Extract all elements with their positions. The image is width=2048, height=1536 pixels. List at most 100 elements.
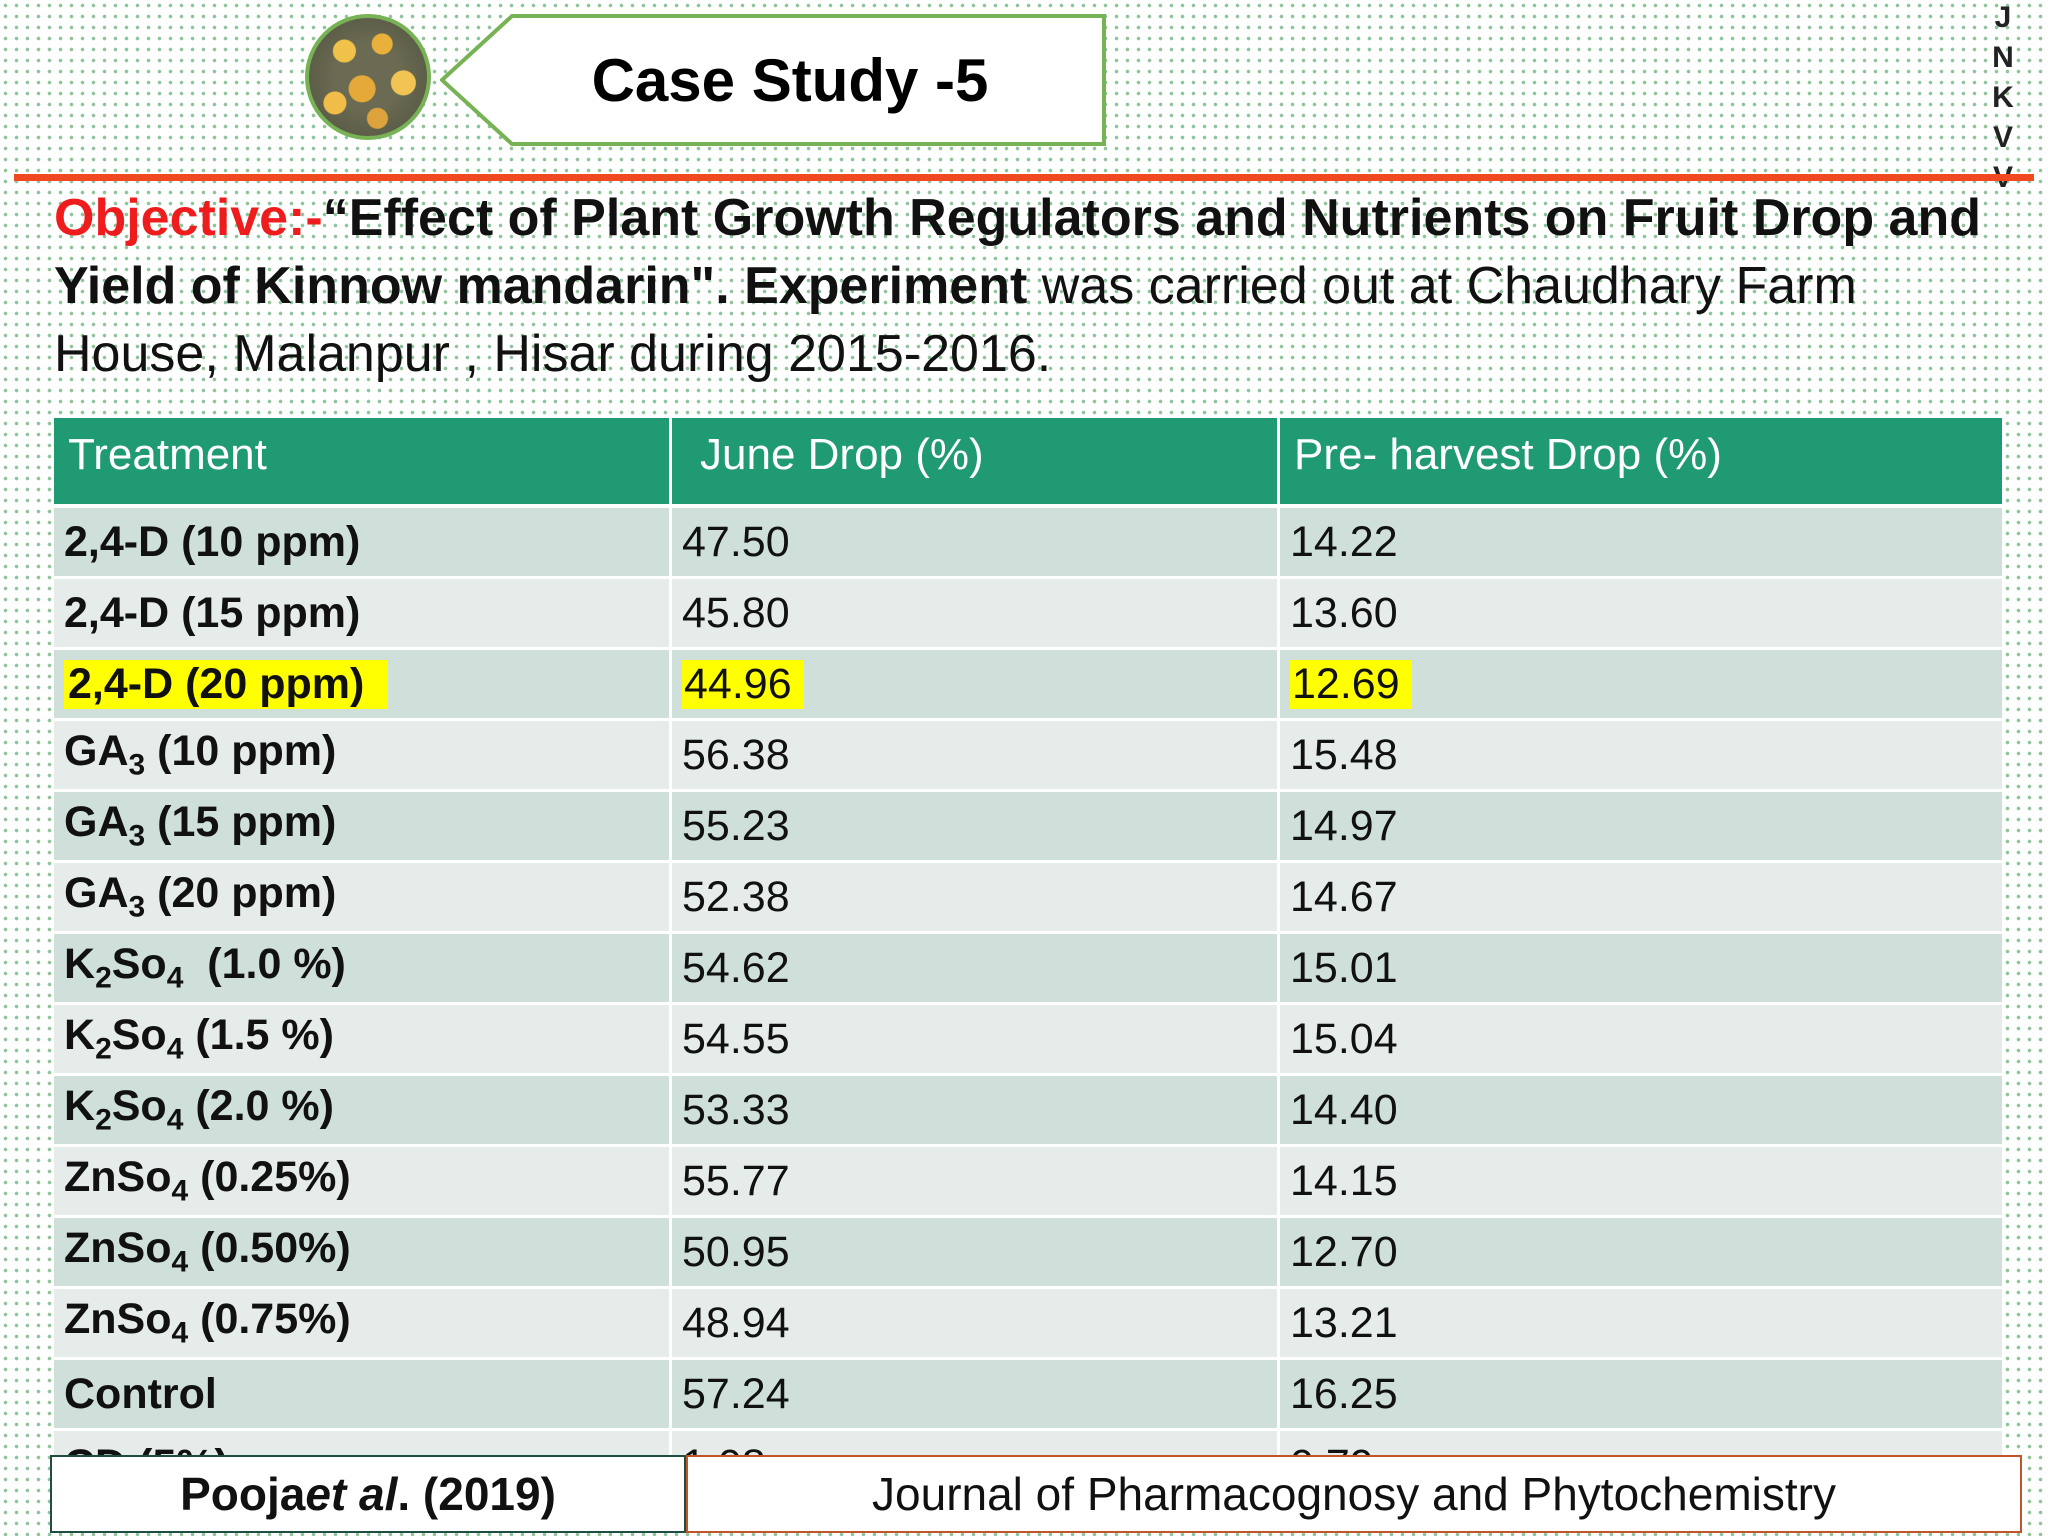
pre-harvest-drop-cell-value: 16.25	[1290, 1369, 1398, 1418]
pre-harvest-drop-cell: 15.01	[1280, 934, 2002, 1002]
treatment-name: 2,4-D (15 ppm)	[64, 588, 361, 637]
treatment-label: 2,4-D (20 ppm)	[64, 659, 389, 709]
citation-footer: Pooja et al. (2019) Journal of Pharmacog…	[50, 1455, 2022, 1533]
pre-harvest-drop-cell-value: 13.21	[1290, 1298, 1398, 1347]
table-row: K2So4 (2.0 %) 53.33 14.40	[54, 1076, 2002, 1147]
treatment-name: ZnSo	[64, 1224, 172, 1273]
june-drop-cell: 55.23	[672, 792, 1280, 860]
treatment-name: GA	[64, 798, 129, 847]
vertical-letter: K	[1992, 81, 2014, 114]
treatment-dose: (15 ppm)	[145, 798, 337, 847]
column-header-pre-harvest-drop: Pre- harvest Drop (%)	[1294, 430, 1722, 479]
pre-harvest-drop-cell: 13.21	[1280, 1289, 2002, 1357]
table-body: 2,4-D (10 ppm) 47.50 14.22 2,4-D (15 ppm) 45…	[54, 508, 2002, 1502]
treatment-label: GA3 (15 ppm)	[64, 798, 336, 854]
treatment-label: K2So4 (2.0 %)	[64, 1082, 334, 1138]
objective-label: Objective:-	[54, 189, 323, 247]
treatment-cell: Control	[54, 1360, 672, 1428]
table-row: ZnSo4 (0.75%) 48.94 13.21	[54, 1289, 2002, 1360]
pre-harvest-drop-cell: 14.22	[1280, 508, 2002, 576]
treatment-name-part: So	[111, 1082, 167, 1131]
pre-harvest-drop-cell-value: 13.60	[1290, 588, 1398, 637]
pre-harvest-drop-cell-value: 14.22	[1290, 517, 1398, 566]
pre-harvest-drop-cell-value: 14.97	[1290, 801, 1398, 850]
june-drop-cell: 56.38	[672, 721, 1280, 789]
june-drop-cell: 45.80	[672, 579, 1280, 647]
treatment-name: 2,4-D (20 ppm)	[66, 659, 377, 708]
pre-harvest-drop-cell-value: 12.69	[1290, 659, 1412, 709]
treatment-label: 2,4-D (15 ppm)	[64, 589, 360, 638]
june-drop-cell: 44.96	[672, 650, 1280, 718]
june-drop-cell: 52.38	[672, 863, 1280, 931]
june-drop-cell-value: 55.23	[682, 801, 790, 850]
june-drop-cell: 54.62	[672, 934, 1280, 1002]
pre-harvest-drop-cell: 15.04	[1280, 1005, 2002, 1073]
treatment-name: ZnSo	[64, 1295, 172, 1344]
table-row: Control 57.24 16.25	[54, 1360, 2002, 1431]
treatment-label: ZnSo4 (0.25%)	[64, 1153, 351, 1209]
treatment-dose: (2.0 %)	[183, 1082, 334, 1131]
treatment-label: Control	[64, 1370, 217, 1419]
pre-harvest-drop-cell-value: 15.01	[1290, 943, 1398, 992]
treatment-name: GA	[64, 869, 129, 918]
june-drop-cell-value: 56.38	[682, 730, 790, 779]
treatment-subscript: 4	[171, 1174, 189, 1208]
header-divider	[14, 174, 2034, 181]
table-row: GA3 (10 ppm) 56.38 15.48	[54, 721, 2002, 792]
treatment-cell: ZnSo4 (0.75%)	[54, 1289, 672, 1357]
treatment-dose: (10 ppm)	[145, 727, 337, 776]
kinnow-fruit-image	[305, 14, 431, 140]
june-drop-cell: 53.33	[672, 1076, 1280, 1144]
treatment-name: K	[64, 1082, 96, 1131]
objective-details: was carried out at Chaudhary Farm House,…	[54, 257, 1857, 383]
case-study-title: Case Study -5	[591, 46, 989, 114]
table-row: 2,4-D (10 ppm) 47.50 14.22	[54, 508, 2002, 579]
pre-harvest-drop-cell: 13.60	[1280, 579, 2002, 647]
treatment-subscript: 4	[171, 1316, 189, 1350]
citation-author: Pooja et al. (2019)	[50, 1455, 686, 1533]
june-drop-cell-value: 52.38	[682, 872, 790, 921]
treatment-dose: (20 ppm)	[145, 869, 337, 918]
treatment-cell: GA3 (10 ppm)	[54, 721, 672, 789]
june-drop-cell-value: 48.94	[682, 1298, 790, 1347]
june-drop-cell-value: 55.77	[682, 1156, 790, 1205]
author-name: Pooja	[180, 1468, 306, 1520]
treatment-subscript: 4	[166, 1032, 184, 1066]
table-row: GA3 (20 ppm) 52.38 14.67	[54, 863, 2002, 934]
june-drop-cell-value: 54.55	[682, 1014, 790, 1063]
treatment-subscript: 2	[95, 961, 112, 995]
table-row: GA3 (15 ppm) 55.23 14.97	[54, 792, 2002, 863]
june-drop-cell: 57.24	[672, 1360, 1280, 1428]
pre-harvest-drop-cell: 14.67	[1280, 863, 2002, 931]
treatment-subscript: 2	[95, 1103, 112, 1137]
june-drop-cell-value: 44.96	[682, 659, 804, 709]
treatment-label: K2So4 (1.0 %)	[64, 940, 346, 996]
pre-harvest-drop-cell-value: 14.15	[1290, 1156, 1398, 1205]
treatment-subscript: 3	[128, 748, 146, 782]
vertical-letter: V	[1992, 121, 2013, 154]
pre-harvest-drop-cell: 12.69	[1280, 650, 2002, 718]
citation-journal: Journal of Pharmacognosy and Phytochemis…	[686, 1455, 2022, 1533]
treatment-dose: (1.0 %)	[183, 940, 346, 989]
treatment-label: 2,4-D (10 ppm)	[64, 518, 360, 567]
author-year: . (2019)	[397, 1468, 556, 1520]
treatment-label: ZnSo4 (0.75%)	[64, 1295, 351, 1351]
objective-paragraph: Objective:-“Effect of Plant Growth Regul…	[54, 184, 2004, 388]
treatment-name-part: So	[111, 1011, 167, 1060]
treatment-name: Control	[64, 1369, 217, 1418]
pre-harvest-drop-cell-value: 15.48	[1290, 730, 1398, 779]
table-row: ZnSo4 (0.25%) 55.77 14.15	[54, 1147, 2002, 1218]
treatment-dose: (0.50%)	[188, 1224, 351, 1273]
pre-harvest-drop-cell: 12.70	[1280, 1218, 2002, 1286]
vertical-letter: J	[1994, 1, 2012, 34]
treatment-cell: 2,4-D (20 ppm)	[54, 650, 672, 718]
pre-harvest-drop-cell: 14.40	[1280, 1076, 2002, 1144]
table-row: 2,4-D (15 ppm) 45.80 13.60	[54, 579, 2002, 650]
june-drop-cell-value: 57.24	[682, 1369, 790, 1418]
vertical-letter: N	[1992, 41, 2014, 74]
university-vertical-label: J N K V V	[1988, 0, 2018, 198]
pre-harvest-drop-cell-value: 12.70	[1290, 1227, 1398, 1276]
treatment-subscript: 4	[166, 1103, 184, 1137]
objective-title: “Effect of Plant Growth Regulators and N…	[54, 189, 1981, 315]
